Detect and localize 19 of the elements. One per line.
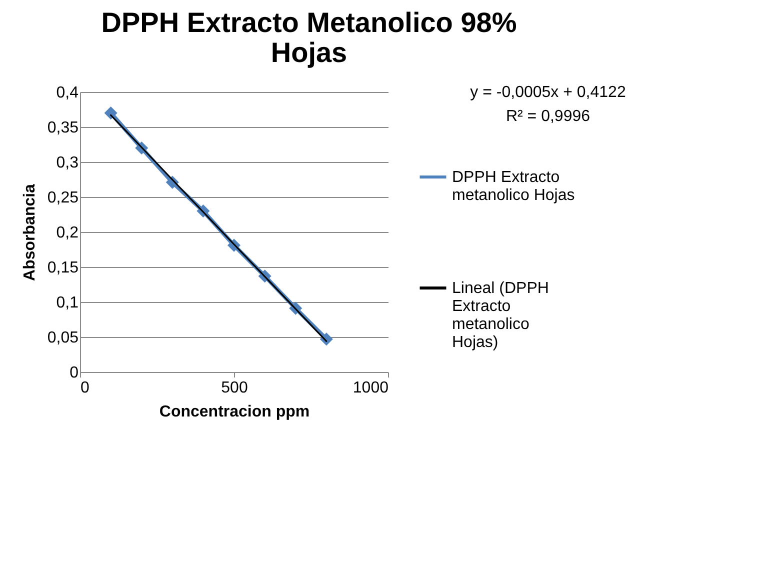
legend-label: Lineal (DPPH Extracto metanolico Hojas)	[452, 280, 549, 351]
y-tick-label: 0	[70, 364, 79, 382]
text: R² = 0,9996	[506, 108, 590, 125]
y-tick-label: 0,25	[47, 190, 79, 206]
x-tick-label: 1000	[352, 380, 389, 396]
legend-label: DPPH Extracto metanolico Hojas	[452, 169, 575, 204]
y-tick-label: 0,1	[56, 294, 79, 312]
x-axis-title: Concentracion ppm	[159, 404, 310, 420]
y-tick-label: 0,05	[47, 330, 79, 346]
x-tick-label: 0	[80, 380, 90, 396]
y-tick-label: 0,15	[47, 260, 79, 276]
text: y = -0,0005x + 0,4122	[470, 84, 626, 101]
y-tick-label: 0,2	[56, 224, 79, 242]
x-tick-label: 500	[221, 380, 248, 396]
y-tick-label: 0,4	[56, 84, 79, 102]
y-tick-label: 0,3	[56, 154, 79, 172]
y-tick-label: 0,35	[47, 120, 79, 136]
y-axis-title: Absorbancia	[21, 184, 38, 281]
chart-title: DPPH Extracto Metanolico 98% Hojas	[101, 7, 517, 68]
